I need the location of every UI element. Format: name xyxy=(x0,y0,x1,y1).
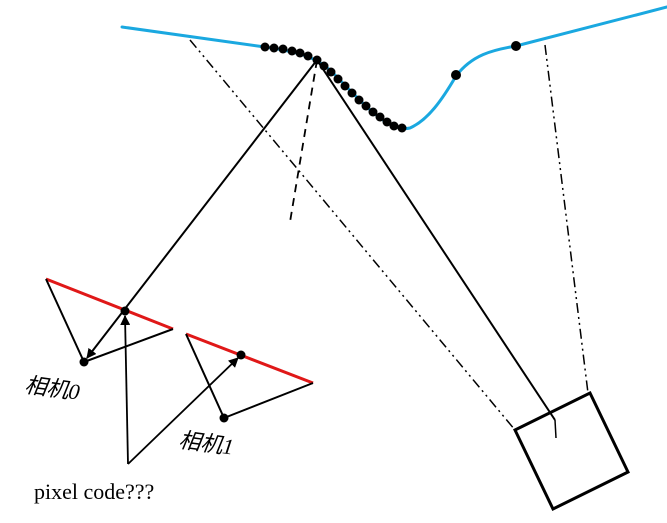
projector-ray xyxy=(316,59,556,421)
sample-point xyxy=(361,101,371,111)
camera0-image-plane xyxy=(45,277,174,331)
camera-0 xyxy=(45,277,174,367)
sample-point xyxy=(326,67,336,77)
camera1-frustum-side-b xyxy=(223,382,314,419)
sample-point xyxy=(354,95,364,105)
sample-point xyxy=(269,43,279,53)
camera1-pixel-point xyxy=(236,350,246,360)
camera0-label: 相机0 xyxy=(23,372,81,404)
sample-point xyxy=(375,112,385,122)
camera1-optical-center xyxy=(219,413,229,423)
sample-point xyxy=(389,121,399,131)
sample-point xyxy=(347,88,357,98)
surface-normal-dashed xyxy=(289,59,318,223)
sample-point xyxy=(382,117,392,127)
sample-point xyxy=(287,46,297,56)
sample-point xyxy=(340,81,350,91)
sample-point xyxy=(333,74,343,84)
pixel-code-label: pixel code??? xyxy=(34,479,154,504)
sample-point xyxy=(511,41,521,51)
pixel-code-arrow-cam1 xyxy=(127,357,239,465)
camera1-frustum-side-a xyxy=(185,333,225,419)
projector-frustum-left xyxy=(189,39,516,431)
sample-point xyxy=(368,107,378,117)
camera0-optical-center xyxy=(79,357,89,367)
sample-point xyxy=(295,48,305,58)
camera1-image-plane xyxy=(185,332,314,385)
projector-frustum-right xyxy=(544,44,589,394)
sample-point xyxy=(451,70,461,80)
surface-curve xyxy=(120,5,667,131)
sample-point xyxy=(397,123,407,133)
sample-point xyxy=(260,42,270,52)
camera-1 xyxy=(185,332,314,423)
camera0-frustum-side-b xyxy=(83,328,174,363)
camera1-label: 相机1 xyxy=(177,427,235,459)
projector-center-mark xyxy=(554,419,557,439)
sample-point xyxy=(303,51,313,61)
camera0-frustum-side-a xyxy=(45,278,85,363)
projector-box xyxy=(513,390,630,512)
pixel-code-arrow-cam0 xyxy=(120,315,131,465)
camera0-ray-arrow xyxy=(86,59,318,359)
sample-point xyxy=(278,44,288,54)
